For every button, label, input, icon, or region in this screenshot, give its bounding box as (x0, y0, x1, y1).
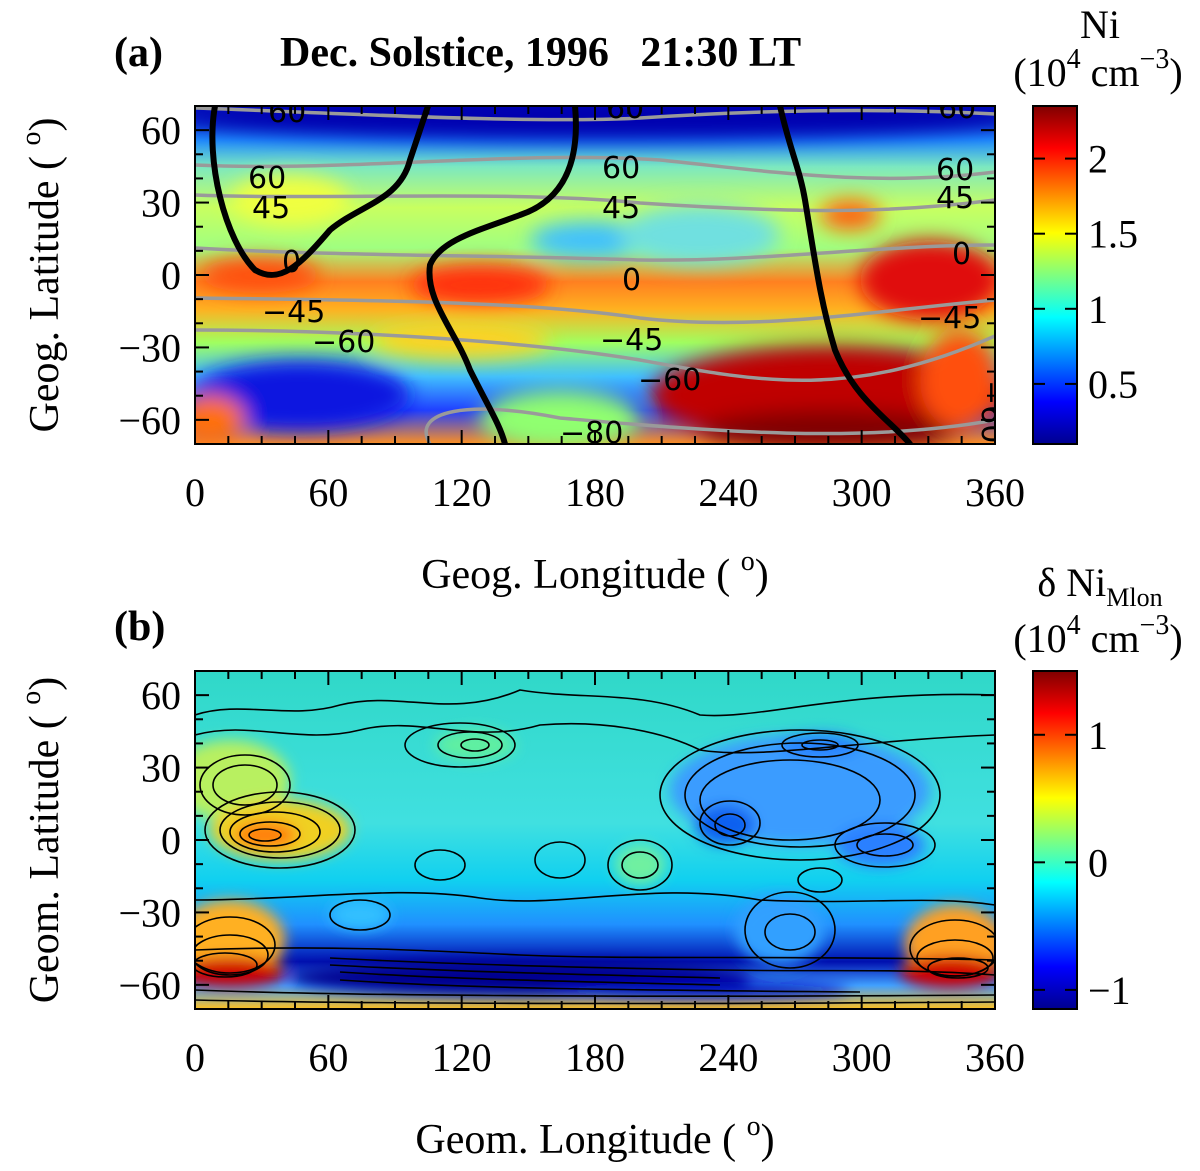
y-tick-label: 0 (161, 818, 181, 863)
x-tick-label: 0 (185, 470, 205, 515)
contour-label: 60 (936, 153, 974, 188)
contour-label: −45 (600, 323, 663, 358)
colorbar-tick-label: 1.5 (1088, 212, 1138, 257)
colorbar-b-unit: (104 cm−3) (1013, 610, 1182, 661)
x-tick-label: 240 (698, 470, 758, 515)
x-tick-label: 120 (432, 470, 492, 515)
x-tick-label: 0 (185, 1035, 205, 1080)
panel-a-colorbar: Ni (104 cm−3) 2 1.5 1 0.5 (1013, 2, 1183, 445)
colorbar-b-title: δ NiMlon (1037, 560, 1162, 612)
colorbar-tick-label: 1 (1088, 287, 1108, 332)
panel-a-xlabel: Geog. Longitude ( o) (421, 546, 769, 598)
panel-b-xlabel: Geom. Longitude ( o) (415, 1111, 774, 1163)
contour-label: 45 (252, 191, 290, 226)
contour-label: 0 (282, 245, 301, 280)
panel-a-title: Dec. Solstice, 1996 21:30 LT (280, 30, 801, 76)
colorbar-a-title: Ni (1080, 2, 1120, 47)
contour-label: −60 (312, 325, 375, 360)
contour-label: 0 (622, 263, 641, 298)
panel-a: (a) Dec. Solstice, 1996 21:30 LT (16, 2, 1183, 598)
contour-label: 60 (248, 161, 286, 196)
x-tick-label: 240 (698, 1035, 758, 1080)
colorbar-a-gradient (1032, 105, 1078, 445)
x-tick-label: 360 (965, 470, 1025, 515)
panel-a-heatmap: 60 45 0 −45 −60 −80 60 45 0 −45 −60 60 4… (195, 91, 1009, 451)
panel-b-heatmap (195, 671, 995, 1009)
panel-b-ylabel: Geom. Latitude ( o) (16, 677, 68, 1004)
contour-label: −60 (974, 380, 1009, 443)
mag-lat-contours (195, 106, 995, 444)
contour-label: 0 (952, 237, 971, 272)
contour-label: −60 (638, 363, 701, 398)
x-tick-label: 60 (308, 470, 348, 515)
x-tick-label: 180 (565, 1035, 625, 1080)
colorbar-tick-label: 1 (1088, 713, 1108, 758)
contour-label: 60 (268, 95, 306, 130)
x-tick-label: 300 (832, 1035, 892, 1080)
black-contours (209, 106, 913, 444)
contour-label: 60 (602, 151, 640, 186)
contour-label: −45 (918, 301, 981, 336)
colorbar-tick-label: 2 (1088, 137, 1108, 182)
panel-b-label: (b) (114, 604, 165, 650)
colorbar-a-unit: (104 cm−3) (1013, 44, 1182, 95)
y-tick-label: 60 (141, 108, 181, 153)
panel-b: (b) (16, 560, 1183, 1163)
y-tick-label: −60 (118, 398, 181, 443)
panel-a-label: (a) (114, 30, 163, 76)
y-tick-label: −30 (118, 890, 181, 935)
colorbar-tick-label: 0.5 (1088, 362, 1138, 407)
panel-a-contour-labels: 60 45 0 −45 −60 −80 60 45 0 −45 −60 60 4… (248, 91, 1009, 451)
panel-a-ylabel: Geog. Latitude ( o) (16, 118, 68, 433)
contour-label: −45 (262, 295, 325, 330)
panel-b-colorbar: δ NiMlon (104 cm−3) 1 0 −1 (1013, 560, 1182, 1013)
y-tick-label: 0 (161, 253, 181, 298)
y-tick-label: 30 (141, 746, 181, 791)
y-tick-label: −60 (118, 963, 181, 1008)
colorbar-tick-label: −1 (1088, 968, 1131, 1013)
x-tick-label: 180 (565, 470, 625, 515)
contour-label: 45 (936, 181, 974, 216)
contour-label: 60 (938, 91, 976, 126)
colorbar-tick-label: 0 (1088, 840, 1108, 885)
x-tick-label: 300 (832, 470, 892, 515)
y-tick-label: −30 (118, 325, 181, 370)
x-tick-label: 60 (308, 1035, 348, 1080)
panel-b-isolines (195, 689, 995, 1005)
contour-label: −80 (560, 416, 623, 451)
contour-label: 60 (606, 91, 644, 126)
x-tick-label: 120 (432, 1035, 492, 1080)
x-tick-label: 360 (965, 1035, 1025, 1080)
y-tick-label: 30 (141, 181, 181, 226)
colorbar-b-gradient (1032, 670, 1078, 1010)
y-tick-label: 60 (141, 673, 181, 718)
contour-label: 45 (602, 191, 640, 226)
